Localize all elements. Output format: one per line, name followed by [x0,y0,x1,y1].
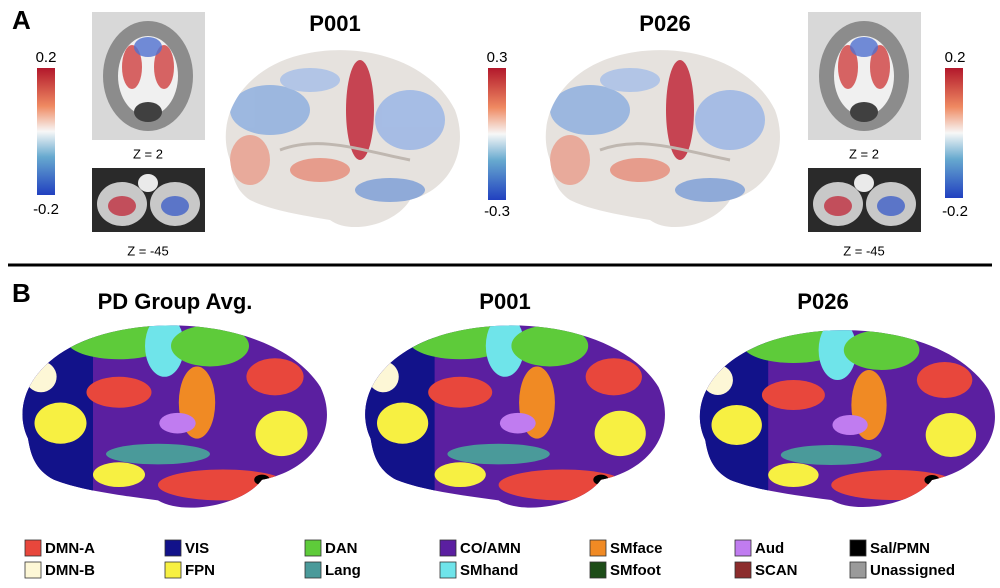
legend-label: VIS [185,540,209,557]
brain-slice [92,12,205,140]
legend-swatch [24,561,42,579]
brain-title: P001 [309,11,360,36]
legend-label: FPN [185,562,215,579]
slice-caption: Z = 2 [133,146,163,161]
parcellation-brain [680,320,995,520]
legend-swatch [589,539,607,557]
colorbar [488,68,506,200]
legend-swatch [164,539,182,557]
brain-slice [808,168,921,232]
legend-label: SMfoot [610,562,661,579]
parcellation-brain [345,315,665,521]
slice-caption: Z = -45 [127,243,169,258]
legend-label: DAN [325,540,358,557]
legend-swatch [589,561,607,579]
brain-title: PD Group Avg. [98,289,253,314]
colorbar-min: -0.2 [942,203,968,220]
slice-caption: Z = 2 [849,146,879,161]
brain-title: P026 [639,11,690,36]
legend-swatch [304,539,322,557]
panel-label: B [12,278,31,308]
legend-swatch [849,561,867,579]
legend-swatch [164,561,182,579]
legend-label: Aud [755,540,784,557]
colorbar [37,68,55,195]
colorbar-min: -0.3 [484,203,510,220]
colorbar-max: 0.2 [945,49,966,66]
parcellation-brain [2,315,327,521]
colorbar-max: 0.2 [36,49,57,66]
brain-slice [92,168,205,232]
legend-swatch [24,539,42,557]
brain-map [226,50,460,227]
legend-label: CO/AMN [460,540,521,557]
brain-title: P026 [797,289,848,314]
legend-label: Sal/PMN [870,540,930,557]
legend-label: DMN-A [45,540,95,557]
colorbar-min: -0.2 [33,201,59,218]
legend: DMN-A DMN-B VIS FPN DAN Lang CO/AMN SMhand SMfac… [24,539,955,579]
legend-label: SMface [610,540,663,557]
brain-map [546,50,780,227]
slice-caption: Z = -45 [843,243,885,258]
legend-swatch [439,539,457,557]
legend-swatch [304,561,322,579]
legend-swatch [734,561,752,579]
legend-label: Lang [325,562,361,579]
legend-label: Unassigned [870,562,955,579]
legend-label: SCAN [755,562,798,579]
colorbar [945,68,963,198]
panel-label: A [12,5,31,35]
brain-slice [808,12,921,140]
legend-swatch [849,539,867,557]
legend-swatch [734,539,752,557]
colorbar-max: 0.3 [487,49,508,66]
legend-swatch [439,561,457,579]
legend-label: DMN-B [45,562,95,579]
legend-label: SMhand [460,562,518,579]
brain-title: P001 [479,289,530,314]
